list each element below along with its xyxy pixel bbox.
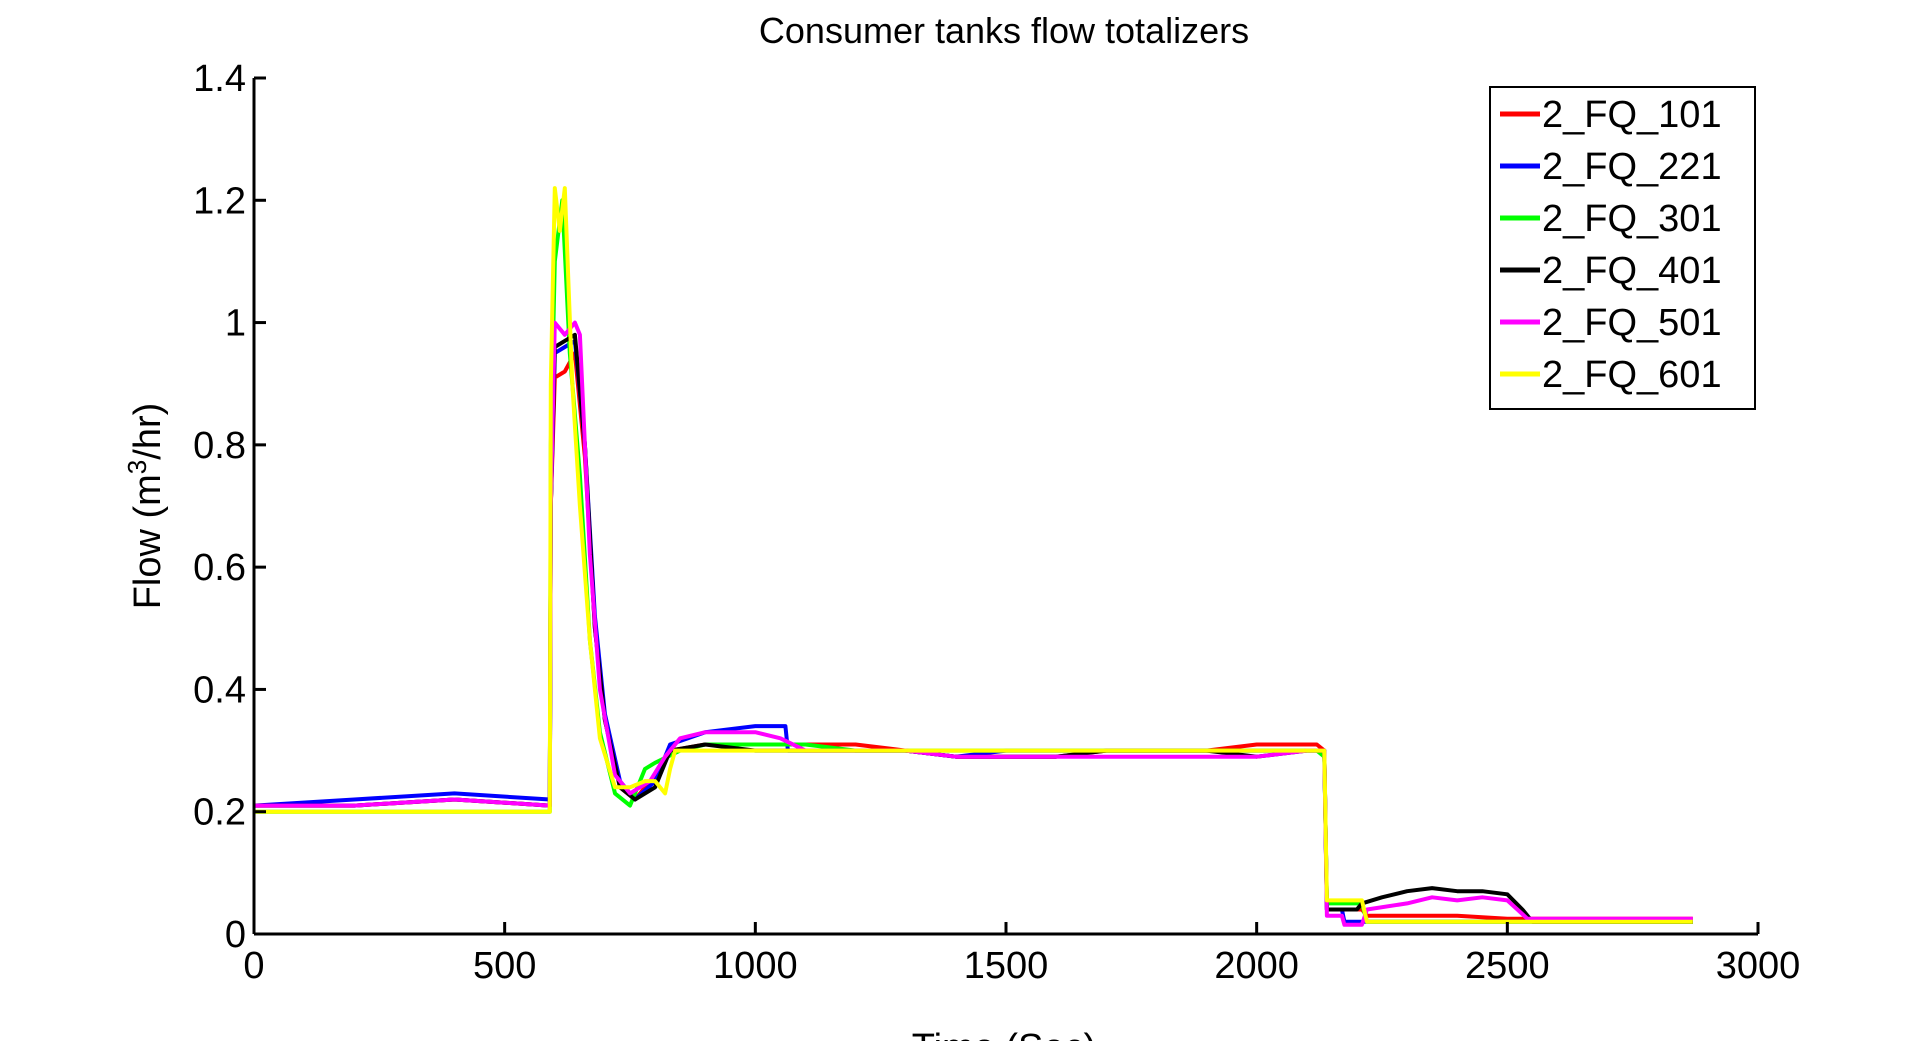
x-ticks: 0 500 1000 1500 2000 2500 3000: [243, 922, 1800, 987]
legend-label: 2_FQ_301: [1542, 198, 1722, 240]
series-line-2_fq_401: [254, 332, 1693, 924]
y-tick-label: 0.2: [193, 792, 246, 834]
x-tick-label: 500: [473, 945, 536, 987]
legend-label: 2_FQ_601: [1542, 354, 1722, 396]
x-axis-label: Time (Sec): [912, 1027, 1096, 1041]
x-tick-label: 2000: [1214, 945, 1299, 987]
y-axis-label-main: Flow (m: [127, 474, 169, 609]
legend-label: 2_FQ_401: [1542, 250, 1722, 292]
y-tick-label: 0.6: [193, 547, 246, 589]
y-axis-label-superscript: 3: [122, 460, 152, 474]
x-tick-label: 2500: [1465, 945, 1550, 987]
y-tick-label: 1.2: [193, 180, 246, 222]
y-tick-label: 0.8: [193, 425, 246, 467]
legend-label: 2_FQ_221: [1542, 146, 1722, 188]
y-axis-label: Flow (m3/hr): [122, 403, 169, 610]
y-axis-label-end: /hr): [127, 403, 169, 460]
x-tick-label: 0: [243, 945, 264, 987]
chart-title: Consumer tanks flow totalizers: [759, 10, 1249, 51]
legend-label: 2_FQ_101: [1542, 94, 1722, 136]
x-tick-label: 1500: [964, 945, 1049, 987]
legend-label: 2_FQ_501: [1542, 302, 1722, 344]
series-lines: [253, 186, 1693, 927]
x-tick-label: 3000: [1716, 945, 1801, 987]
series-line-2_fq_221: [253, 338, 1693, 924]
y-tick-label: 1: [225, 303, 246, 345]
y-tick-label: 1.4: [193, 58, 246, 100]
x-tick-label: 1000: [713, 945, 798, 987]
legend: 2_FQ_101 2_FQ_221 2_FQ_301 2_FQ_401 2_FQ_501…: [1489, 86, 1756, 410]
series-line-2_fq_601: [254, 186, 1693, 924]
series-line-2_fq_501: [254, 320, 1693, 927]
series-line-2_fq_101: [254, 351, 1693, 921]
y-tick-label: 0.4: [193, 669, 246, 711]
legend-box: [1489, 86, 1756, 410]
y-tick-label: 0: [225, 914, 246, 956]
y-ticks: 0 0.2 0.4 0.6 0.8 1 1.2 1.4: [193, 58, 266, 956]
